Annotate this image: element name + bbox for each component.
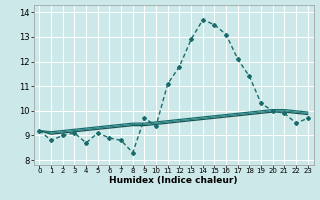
X-axis label: Humidex (Indice chaleur): Humidex (Indice chaleur) [109, 176, 238, 185]
